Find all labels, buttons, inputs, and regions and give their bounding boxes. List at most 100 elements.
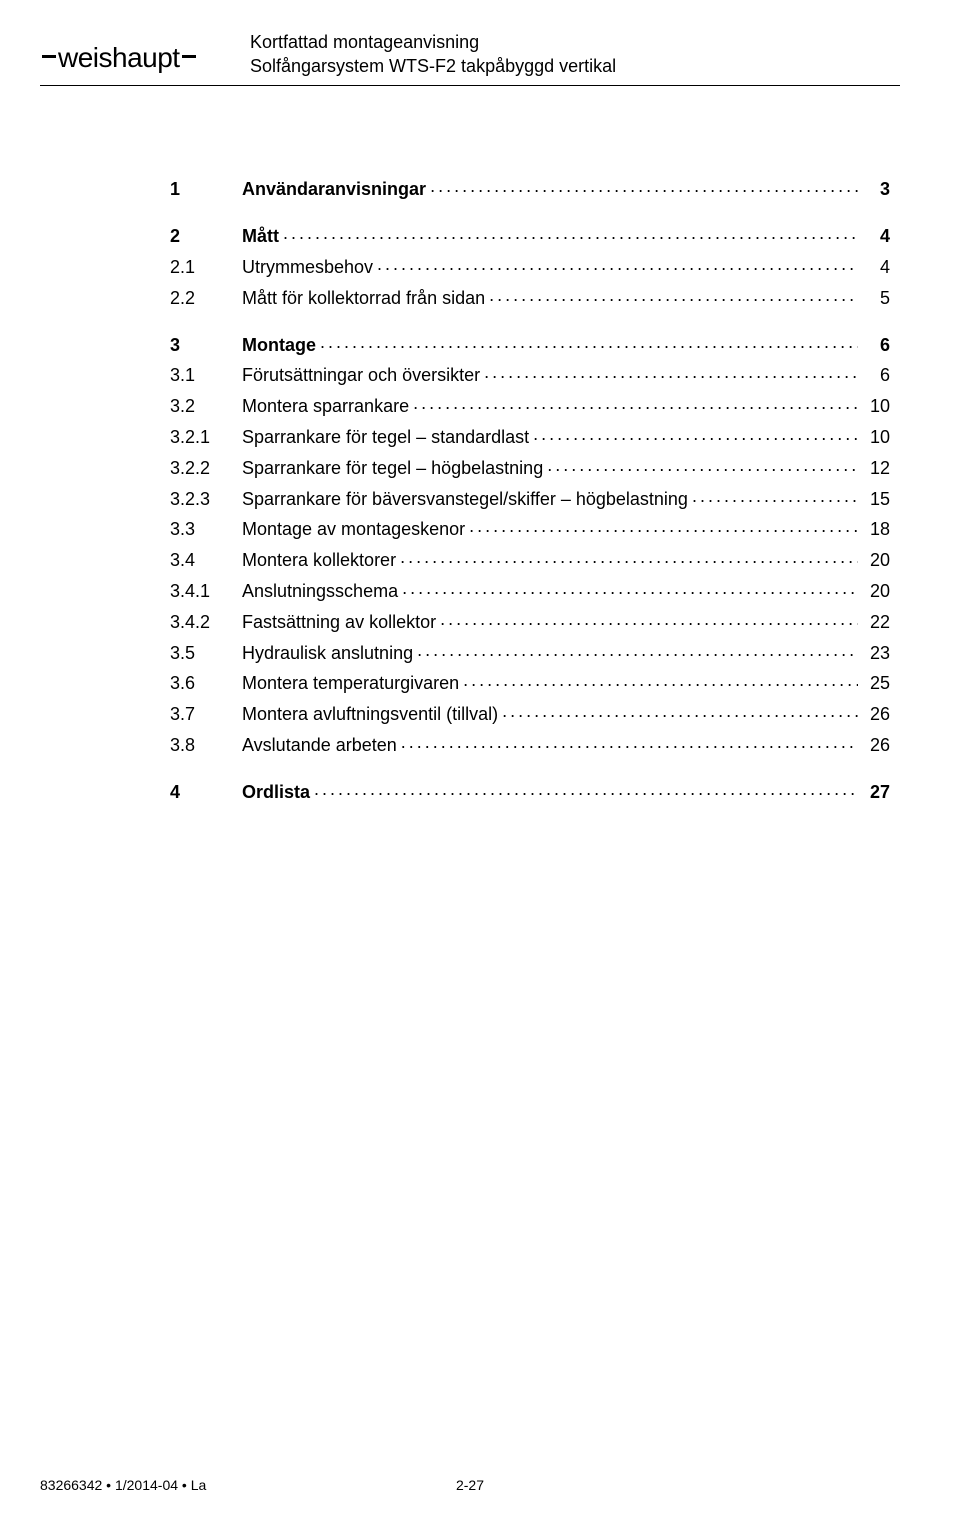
toc-row: 3.3Montage av montageskenor 18	[170, 516, 890, 539]
toc-page-number: 20	[862, 551, 890, 569]
toc-row: 3.2.2Sparrankare för tegel – högbelastni…	[170, 454, 890, 477]
toc-section-number: 3.4.2	[170, 613, 242, 631]
toc-section-number: 3.8	[170, 736, 242, 754]
toc-section-title: Montera avluftningsventil (tillval)	[242, 705, 498, 723]
toc-leader-dots	[320, 331, 858, 351]
toc-section-number: 2	[170, 227, 242, 245]
toc-row: 3.4.1Anslutningsschema 20	[170, 577, 890, 600]
toc-section-number: 3.7	[170, 705, 242, 723]
toc-section-number: 1	[170, 180, 242, 198]
toc-page-number: 6	[862, 366, 890, 384]
toc-section-number: 3.5	[170, 644, 242, 662]
toc-section-number: 3.2.3	[170, 490, 242, 508]
toc-section-title: Ordlista	[242, 783, 310, 801]
doc-title-line2: Solfångarsystem WTS-F2 takpåbyggd vertik…	[250, 54, 900, 78]
toc-row: 3.7Montera avluftningsventil (tillval) 26	[170, 700, 890, 723]
toc-page-number: 5	[862, 289, 890, 307]
toc-section-title: Utrymmesbehov	[242, 258, 373, 276]
toc-section-number: 3.3	[170, 520, 242, 538]
logo-dash-left	[42, 55, 56, 58]
doc-title-line1: Kortfattad montageanvisning	[250, 30, 900, 54]
toc-leader-dots	[417, 639, 858, 659]
toc-section-title: Avslutande arbeten	[242, 736, 397, 754]
toc-page-number: 10	[862, 428, 890, 446]
toc-section-title: Förutsättningar och översikter	[242, 366, 480, 384]
toc-row: 3.2.3Sparrankare för bäversvanstegel/ski…	[170, 485, 890, 508]
table-of-contents: 1Användaranvisningar 3 2Mått 4 2.1Utrymmesbe…	[170, 176, 890, 801]
toc-leader-dots	[400, 546, 858, 566]
toc-section-title: Montera temperaturgivaren	[242, 674, 459, 692]
logo-text: weishaupt	[58, 42, 180, 74]
toc-row: 3.6Montera temperaturgivaren25	[170, 670, 890, 693]
toc-section-title: Anslutningsschema	[242, 582, 398, 600]
toc-row: 3.5Hydraulisk anslutning23	[170, 639, 890, 662]
toc-page-number: 15	[862, 490, 890, 508]
toc-page-number: 26	[862, 736, 890, 754]
toc-section-number: 3.4	[170, 551, 242, 569]
toc-section-title: Montera sparrankare	[242, 397, 409, 415]
toc-page-number: 10	[862, 397, 890, 415]
toc-leader-dots	[484, 362, 858, 382]
toc-leader-dots	[401, 731, 858, 751]
toc-leader-dots	[402, 577, 858, 597]
toc-leader-dots	[469, 516, 858, 536]
toc-section-number: 4	[170, 783, 242, 801]
footer-left: 83266342 • 1/2014-04 • La	[40, 1477, 206, 1493]
toc-page-number: 4	[862, 227, 890, 245]
toc-section-title: Mått	[242, 227, 279, 245]
toc-leader-dots	[692, 485, 858, 505]
toc-row: 3.8Avslutande arbeten 26	[170, 731, 890, 754]
toc-page-number: 12	[862, 459, 890, 477]
logo-dash-right	[182, 55, 196, 58]
toc-row: 4Ordlista 27	[170, 778, 890, 801]
toc-section-number: 3.2.2	[170, 459, 242, 477]
footer-page-number: 2-27	[456, 1477, 484, 1493]
toc-leader-dots	[547, 454, 858, 474]
toc-page-number: 27	[862, 783, 890, 801]
toc-page-number: 3	[862, 180, 890, 198]
toc-leader-dots	[430, 176, 858, 196]
toc-section-number: 2.2	[170, 289, 242, 307]
toc-leader-dots	[413, 392, 858, 412]
toc-leader-dots	[377, 253, 858, 273]
toc-section-number: 2.1	[170, 258, 242, 276]
toc-page-number: 18	[862, 520, 890, 538]
toc-leader-dots	[314, 778, 858, 798]
toc-leader-dots	[463, 670, 858, 690]
toc-page-number: 22	[862, 613, 890, 631]
toc-page-number: 25	[862, 674, 890, 692]
toc-row: 3.2Montera sparrankare10	[170, 392, 890, 415]
toc-leader-dots	[283, 222, 858, 242]
toc-row: 1Användaranvisningar 3	[170, 176, 890, 199]
toc-section-title: Montage av montageskenor	[242, 520, 465, 538]
toc-row: 3Montage6	[170, 331, 890, 354]
toc-section-title: Användaranvisningar	[242, 180, 426, 198]
toc-page-number: 26	[862, 705, 890, 723]
toc-leader-dots	[489, 284, 858, 304]
toc-row: 2.2Mått för kollektorrad från sidan 5	[170, 284, 890, 307]
toc-section-title: Sparrankare för tegel – högbelastning	[242, 459, 543, 477]
toc-row: 3.2.1Sparrankare för tegel – standardlas…	[170, 423, 890, 446]
toc-row: 3.4.2Fastsättning av kollektor 22	[170, 608, 890, 631]
page-header: weishaupt Kortfattad montageanvisning So…	[40, 28, 900, 86]
header-titles: Kortfattad montageanvisning Solfångarsys…	[250, 28, 900, 79]
toc-leader-dots	[533, 423, 858, 443]
toc-section-title: Mått för kollektorrad från sidan	[242, 289, 485, 307]
toc-row: 3.1Förutsättningar och översikter 6	[170, 362, 890, 385]
toc-section-title: Sparrankare för bäversvanstegel/skiffer …	[242, 490, 688, 508]
toc-section-title: Hydraulisk anslutning	[242, 644, 413, 662]
toc-section-title: Fastsättning av kollektor	[242, 613, 436, 631]
toc-section-number: 3	[170, 336, 242, 354]
toc-leader-dots	[440, 608, 858, 628]
toc-row: 3.4Montera kollektorer20	[170, 546, 890, 569]
page-footer: 83266342 • 1/2014-04 • La 2-27	[40, 1477, 900, 1493]
toc-section-title: Sparrankare för tegel – standardlast	[242, 428, 529, 446]
toc-leader-dots	[502, 700, 858, 720]
toc-section-number: 3.2.1	[170, 428, 242, 446]
toc-section-number: 3.4.1	[170, 582, 242, 600]
toc-row: 2.1Utrymmesbehov4	[170, 253, 890, 276]
toc-section-number: 3.1	[170, 366, 242, 384]
toc-page-number: 20	[862, 582, 890, 600]
toc-section-title: Montage	[242, 336, 316, 354]
brand-logo: weishaupt	[40, 28, 250, 74]
